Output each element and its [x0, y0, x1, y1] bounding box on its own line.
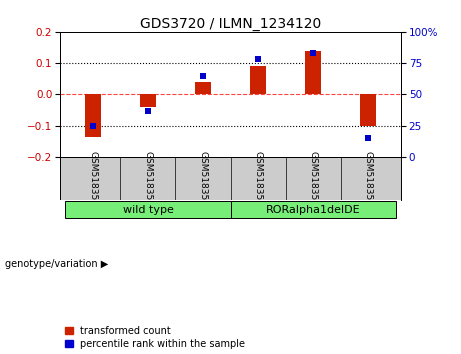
Point — [89, 123, 97, 129]
Text: wild type: wild type — [123, 205, 173, 215]
Point — [254, 57, 262, 62]
Bar — [65, 201, 230, 218]
Bar — [140, 95, 156, 107]
Text: GSM518356: GSM518356 — [364, 151, 372, 206]
Point — [199, 73, 207, 79]
Bar — [85, 95, 101, 137]
Point — [144, 108, 152, 114]
Text: GSM518352: GSM518352 — [143, 151, 153, 206]
Legend: transformed count, percentile rank within the sample: transformed count, percentile rank withi… — [65, 326, 245, 349]
Bar — [305, 51, 321, 95]
Title: GDS3720 / ILMN_1234120: GDS3720 / ILMN_1234120 — [140, 17, 321, 31]
Point — [309, 50, 317, 56]
Text: GSM518351: GSM518351 — [89, 151, 97, 206]
Bar — [360, 95, 376, 126]
Point — [364, 135, 372, 141]
Bar — [250, 66, 266, 95]
Text: RORalpha1delDE: RORalpha1delDE — [266, 205, 361, 215]
Bar — [230, 201, 396, 218]
Text: GSM518354: GSM518354 — [254, 151, 262, 206]
Text: GSM518355: GSM518355 — [308, 151, 318, 206]
Text: GSM518353: GSM518353 — [199, 151, 207, 206]
Bar — [195, 82, 211, 95]
Text: genotype/variation ▶: genotype/variation ▶ — [5, 259, 108, 269]
